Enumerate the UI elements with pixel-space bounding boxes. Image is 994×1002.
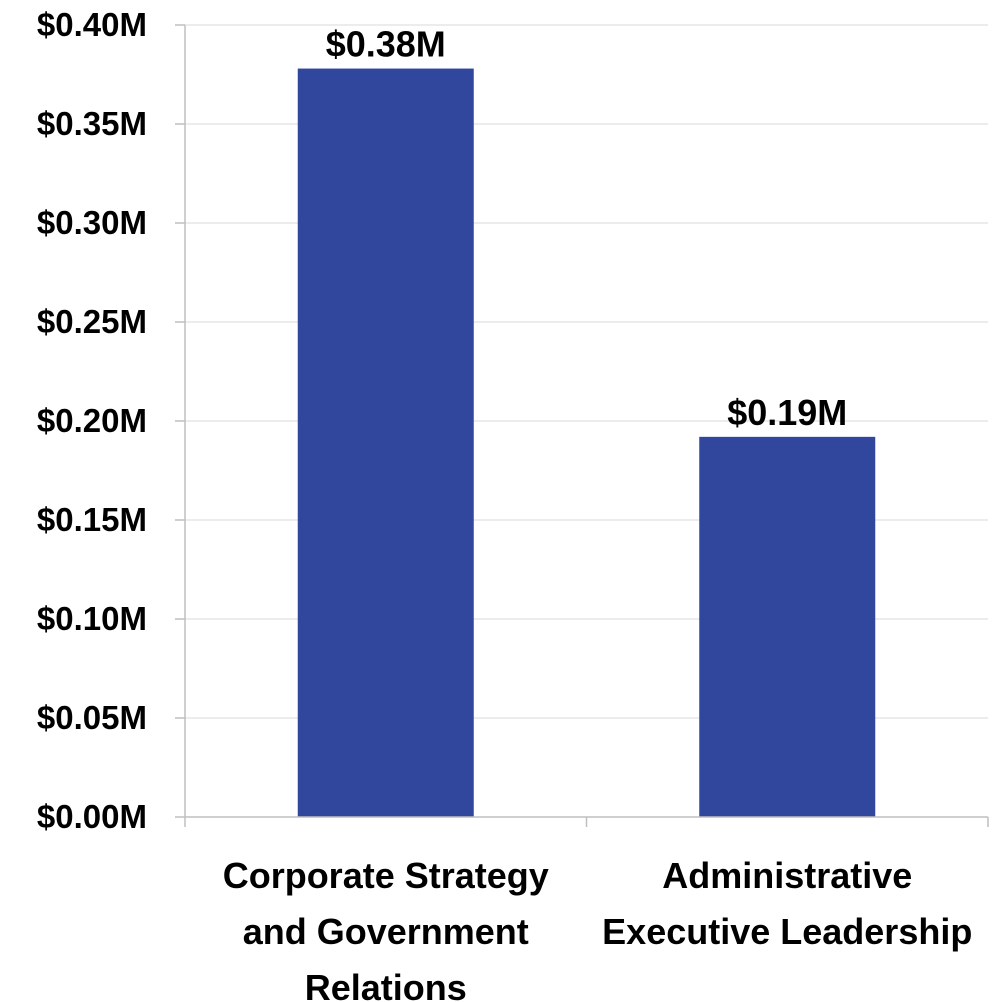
x-category-label: Executive Leadership — [602, 911, 972, 952]
y-tick-label: $0.10M — [37, 600, 147, 637]
bar — [297, 68, 474, 817]
y-tick-label: $0.20M — [37, 402, 147, 439]
data-label: $0.38M — [326, 24, 446, 65]
data-label: $0.19M — [727, 392, 847, 433]
y-tick-label: $0.40M — [37, 6, 147, 43]
x-category-label: Administrative — [662, 855, 912, 896]
y-tick-label: $0.15M — [37, 501, 147, 538]
bars — [297, 68, 876, 817]
axes — [175, 24, 989, 827]
y-tick-label: $0.25M — [37, 303, 147, 340]
y-tick-label: $0.00M — [37, 798, 147, 835]
y-tick-label: $0.35M — [37, 105, 147, 142]
y-tick-label: $0.05M — [37, 699, 147, 736]
labels: $0.00M $0.05M $0.10M $0.15M $0.20M $0.25M $0.3… — [37, 6, 972, 1002]
bar — [699, 436, 876, 817]
x-category-label: and Government — [243, 911, 529, 952]
y-tick-label: $0.30M — [37, 204, 147, 241]
x-category-label: Relations — [305, 967, 467, 1002]
x-category-label: Corporate Strategy — [223, 855, 549, 896]
